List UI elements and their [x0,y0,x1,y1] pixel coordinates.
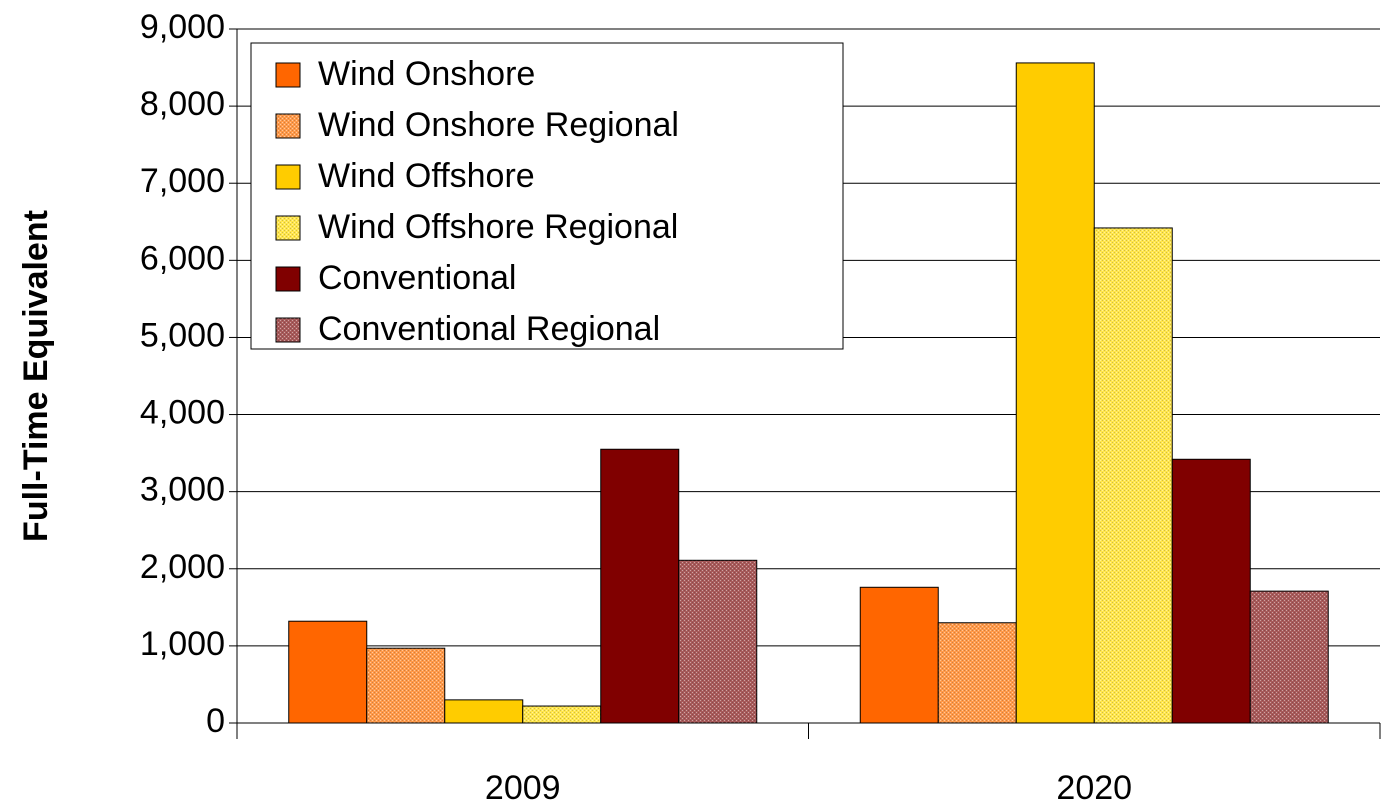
bar [859,586,939,724]
y-tick-label: 3,000 [140,471,225,509]
legend-swatch [275,215,301,241]
bar [600,448,680,724]
x-tick-label: 2020 [1056,769,1132,807]
legend-label: Wind Onshore Regional [318,106,679,144]
bar [937,622,1017,724]
y-tick-label: 7,000 [140,162,225,200]
legend-swatch [275,317,301,343]
legend-label: Wind Offshore [318,157,535,195]
bar [1171,458,1251,724]
legend-label: Conventional [318,259,516,297]
bar [288,620,368,724]
legend-label: Wind Onshore [318,55,535,93]
bar [1015,62,1095,724]
bar [522,705,602,724]
bar [444,699,524,724]
y-tick-label: 0 [206,702,225,740]
bar [678,559,758,724]
y-tick-label: 4,000 [140,394,225,432]
legend-box [250,42,844,350]
y-tick-label: 5,000 [140,316,225,354]
y-tick-label: 9,000 [140,8,225,46]
x-tick-label: 2009 [485,769,561,807]
y-axis-title: Full-Time Equivalent [17,210,55,542]
y-tick-label: 8,000 [140,85,225,123]
y-tick-label: 6,000 [140,239,225,277]
legend-swatch [275,62,301,88]
legend-swatch [275,113,301,139]
legend-label: Wind Offshore Regional [318,208,678,246]
legend-label: Conventional Regional [318,310,660,348]
y-tick-label: 2,000 [140,548,225,586]
bar [366,647,446,724]
bar [1249,590,1329,724]
bar [1093,227,1173,724]
legend-swatch [275,164,301,190]
legend: Wind Onshore Wind Onshore Regional Wind Of… [250,42,844,350]
y-tick-label: 1,000 [140,625,225,663]
legend-swatch [275,266,301,292]
